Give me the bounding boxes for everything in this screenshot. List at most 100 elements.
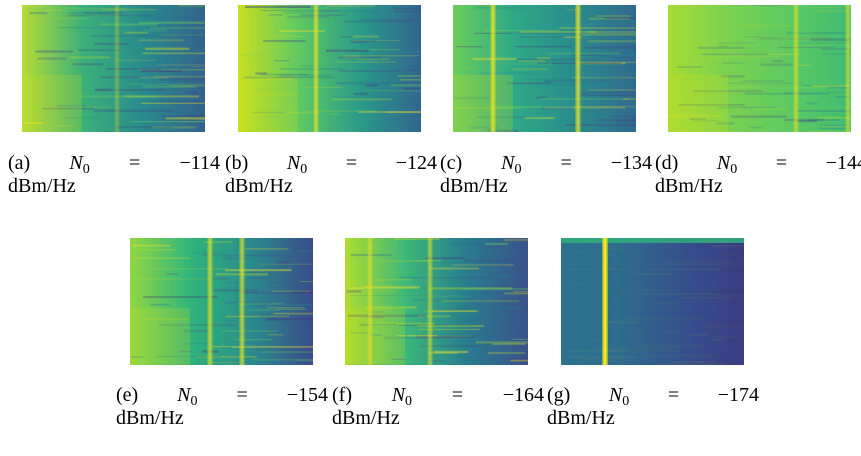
streak: [586, 53, 636, 56]
streak: [143, 318, 189, 321]
streak: [623, 318, 701, 320]
streak: [636, 272, 672, 276]
streak: [461, 251, 473, 254]
streak: [511, 338, 528, 340]
streak: [197, 355, 257, 358]
streak: [130, 120, 205, 123]
streak: [415, 335, 475, 338]
streak: [211, 362, 239, 364]
streak: [544, 80, 609, 83]
symbol-subscript: 0: [190, 394, 198, 409]
bright-region: [238, 75, 298, 132]
streak: [693, 120, 722, 122]
streak: [827, 86, 851, 89]
streak: [519, 30, 597, 34]
caption-unit: dBm/Hz: [8, 175, 76, 197]
streak: [595, 34, 636, 36]
signal-core: [794, 5, 798, 132]
caption-symbol: N0: [287, 152, 307, 177]
streak: [243, 76, 298, 79]
caption: (a) N0 = −114 dBm/Hz: [8, 152, 220, 198]
symbol-subscript: 0: [405, 394, 413, 409]
streak: [275, 5, 336, 9]
streak: [363, 306, 417, 309]
streak: [84, 11, 122, 14]
streak: [698, 105, 734, 108]
signal-core: [240, 238, 244, 365]
streak: [252, 111, 287, 114]
signal-core: [208, 238, 212, 365]
streak: [584, 46, 636, 49]
streak: [563, 359, 619, 362]
caption-symbol: N0: [608, 384, 629, 409]
streak: [820, 126, 851, 129]
streak: [717, 106, 776, 109]
streak: [484, 242, 509, 246]
streak: [559, 27, 604, 29]
streak: [492, 343, 526, 345]
streak: [596, 15, 631, 17]
streak: [341, 55, 420, 57]
spectrogram-background: [668, 5, 851, 132]
streak: [94, 88, 111, 92]
streak: [682, 304, 739, 306]
streak: [417, 324, 485, 327]
streak: [267, 334, 284, 336]
streak: [313, 9, 378, 13]
streak: [361, 18, 421, 22]
streak: [504, 238, 528, 242]
caption-line: (c) N0 = −134: [440, 152, 652, 177]
streak: [286, 16, 330, 19]
symbol-letter: N: [501, 152, 515, 174]
streak: [214, 289, 258, 292]
caption-symbol: N0: [391, 384, 413, 409]
streak: [266, 35, 306, 38]
streak: [160, 78, 205, 81]
streak: [126, 5, 156, 8]
streak: [689, 118, 706, 120]
caption-label: (b): [225, 152, 249, 174]
caption: (e) N0 = −154 dBm/Hz: [116, 384, 328, 430]
streak: [688, 85, 757, 88]
streak: [100, 76, 142, 79]
streak: [142, 85, 196, 88]
symbol-letter: N: [608, 384, 623, 406]
streak: [407, 335, 471, 337]
streak: [251, 358, 313, 361]
streak: [139, 69, 205, 71]
streak: [810, 38, 851, 41]
streak: [358, 111, 421, 114]
streak: [566, 268, 634, 271]
streak: [364, 89, 421, 92]
streak: [150, 26, 205, 30]
streak: [169, 111, 184, 113]
streak: [283, 11, 334, 14]
streak: [799, 64, 811, 67]
spectrogram-background: [238, 5, 421, 132]
streak: [639, 292, 720, 296]
streak: [504, 292, 528, 295]
caption-label: (g): [547, 384, 571, 406]
streak: [106, 68, 162, 71]
streak: [150, 268, 227, 270]
streak: [807, 43, 851, 46]
streak: [744, 36, 761, 38]
streak: [244, 131, 263, 132]
streak: [271, 290, 311, 293]
streak: [45, 9, 62, 11]
streak: [403, 50, 421, 53]
streak: [374, 322, 435, 325]
streak: [693, 56, 781, 58]
streak: [487, 129, 519, 132]
signal-core: [428, 238, 432, 365]
streak: [453, 107, 522, 109]
streak: [23, 106, 114, 108]
streak: [301, 65, 320, 68]
streak: [349, 332, 372, 334]
streak: [725, 238, 738, 239]
streak: [797, 109, 851, 112]
symbol-letter: N: [391, 384, 406, 406]
spectrogram-background: [345, 238, 528, 365]
streak: [374, 289, 397, 293]
streak: [22, 121, 43, 124]
